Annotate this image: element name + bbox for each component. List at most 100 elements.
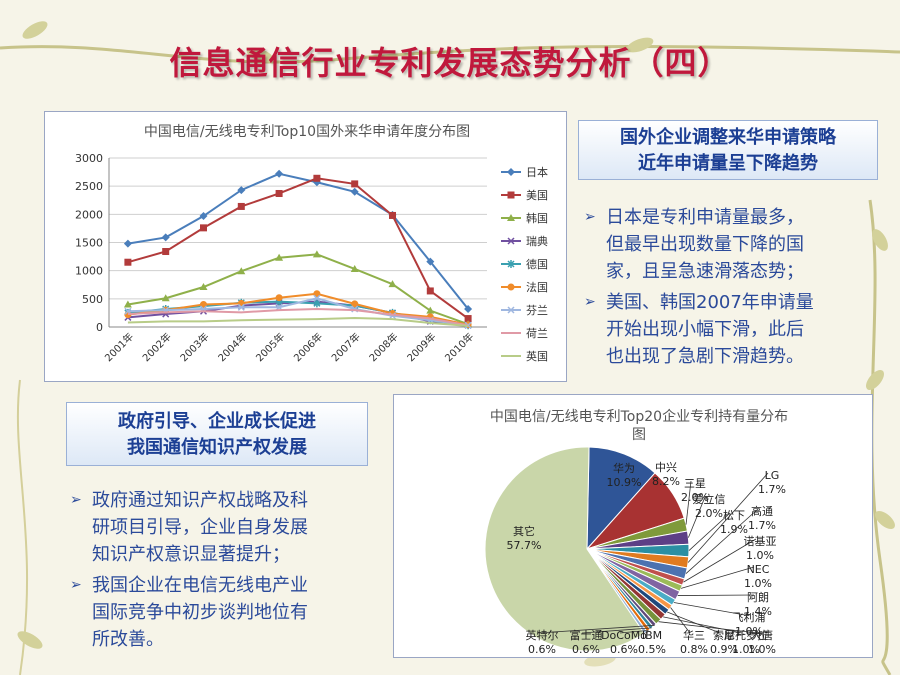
line-chart: 中国电信/无线电专利Top10国外来华申请年度分布图 2001年 2002年 200…	[75, 124, 548, 364]
pie-value: 1.9%	[720, 523, 748, 536]
data-point	[507, 168, 515, 176]
pie-value: 0.8%	[680, 643, 708, 656]
data-point	[426, 306, 435, 314]
bullet-line: 开始出现小幅下滑，此后	[606, 319, 804, 340]
data-point	[199, 212, 208, 221]
leader-line	[663, 616, 743, 634]
data-point	[464, 304, 473, 313]
strategy-bullets: ➢ 日本是专利申请量最多， 但最早出现数量下降的国 家，且呈急速滑落态势； ➢ …	[584, 204, 874, 370]
pie-value: 10.9%	[607, 476, 642, 489]
pie-value: 2.0%	[681, 491, 709, 504]
pie-label: 英特尔	[526, 628, 559, 642]
y-tick-label: 500	[82, 293, 103, 306]
data-point	[313, 299, 321, 308]
x-tick-label: 2009年	[404, 330, 438, 364]
series-line-法国	[127, 292, 469, 326]
arrow-bullet-icon: ➢	[70, 577, 82, 593]
pie-label: 华为	[613, 461, 635, 475]
data-point	[388, 280, 397, 288]
government-heading-line2: 我国通信知识产权发展	[127, 437, 307, 458]
leader-line	[537, 624, 655, 634]
data-point	[507, 306, 515, 314]
pie-value: 1.0%	[746, 549, 774, 562]
data-point	[464, 315, 472, 323]
pie-slice-其它	[484, 446, 645, 652]
x-tick-label: 2006年	[291, 330, 325, 364]
pie-chart-title-line2: 图	[632, 427, 646, 443]
data-point	[162, 248, 170, 256]
pie-label: 摩托罗拉	[724, 628, 768, 642]
data-point	[313, 174, 321, 182]
data-point	[350, 187, 359, 196]
legend-label: 荷兰	[526, 327, 548, 340]
x-tick-label: 2008年	[366, 330, 400, 364]
data-point	[426, 257, 435, 266]
pie-label: NEC	[747, 563, 770, 576]
pie-label: 其它	[513, 524, 535, 538]
leader-line	[687, 472, 769, 563]
data-point	[200, 224, 207, 232]
data-point	[237, 303, 245, 311]
leader-line	[685, 508, 759, 574]
pie-value: 8.2%	[652, 475, 680, 488]
data-point	[199, 283, 208, 291]
bullet-line: 也出现了急剧下滑趋势。	[606, 346, 804, 367]
government-heading-box: 政府引导、企业成长促进 我国通信知识产权发展	[66, 402, 368, 466]
x-tick-label: 2004年	[215, 330, 249, 364]
pie-label: 阿朗	[747, 591, 769, 604]
data-point	[275, 189, 283, 197]
government-bullets: ➢ 政府通过知识产权战略及科 研项目引导，企业自身发展 知识产权意识显著提升； …	[70, 487, 380, 653]
data-point	[124, 258, 132, 266]
series-line-美国	[127, 177, 469, 320]
data-point	[312, 250, 321, 258]
pie-chart-panel: 中国电信/无线电专利Top20企业专利持有量分布 图 华为 10.9% 中兴 8.2%…	[393, 394, 873, 658]
leader-line	[619, 629, 649, 634]
legend-label: 瑞典	[526, 234, 548, 248]
pie-value: 0.5%	[638, 643, 666, 656]
pie-label: 松下	[723, 508, 745, 522]
leader-line	[673, 602, 746, 616]
x-tick-label: 2001年	[102, 330, 136, 364]
pie-value: 1.0%	[748, 643, 776, 656]
bullet-line: 家，且呈急速滑落态势；	[606, 261, 804, 282]
bullet-line: 国际竞争中初步谈判地位有	[92, 602, 308, 623]
leader-line	[658, 621, 759, 634]
leader-line	[683, 538, 757, 583]
series-line-韩国	[127, 253, 469, 326]
bullet-item: ➢ 政府通过知识产权战略及科 研项目引导，企业自身发展 知识产权意识显著提升；	[70, 487, 380, 568]
data-point	[350, 264, 359, 272]
data-point	[123, 300, 132, 308]
data-point	[351, 180, 359, 188]
data-point	[275, 169, 284, 178]
pie-value: 2.0%	[695, 507, 723, 520]
legend-label: 法国	[526, 280, 548, 294]
bullet-line: 我国企业在电信无线电产业	[92, 575, 308, 596]
leader-line	[687, 496, 706, 538]
x-tick-label: 2002年	[140, 330, 174, 364]
pie-value: 1.4%	[744, 605, 772, 618]
legend-label: 英国	[526, 349, 548, 363]
pie-label: 大唐	[751, 628, 773, 642]
data-point	[275, 253, 284, 261]
pie-value: 0.6%	[610, 643, 638, 656]
pie-value: 0.9%	[710, 643, 738, 656]
legend-label: 德国	[526, 257, 548, 271]
pie-chart-title-line1: 中国电信/无线电专利Top20企业专利持有量分布	[490, 408, 788, 425]
bullet-line: 所改善。	[92, 629, 164, 650]
leader-line	[677, 594, 755, 596]
x-tick-label: 2005年	[253, 330, 287, 364]
pie-value: 0.6%	[528, 643, 556, 656]
data-point	[507, 191, 515, 199]
data-point	[507, 260, 515, 268]
x-tick-label: 2003年	[177, 330, 211, 364]
pie-label: 诺基亚	[744, 535, 777, 548]
series-line-日本	[127, 172, 469, 310]
pie-label: 三星	[684, 477, 706, 490]
data-point	[161, 294, 170, 302]
legend-label: 美国	[526, 189, 548, 202]
series-line-芬兰	[127, 297, 469, 327]
leader-line	[685, 480, 692, 525]
bullet-line: 美国、韩国2007年申请量	[606, 292, 814, 313]
